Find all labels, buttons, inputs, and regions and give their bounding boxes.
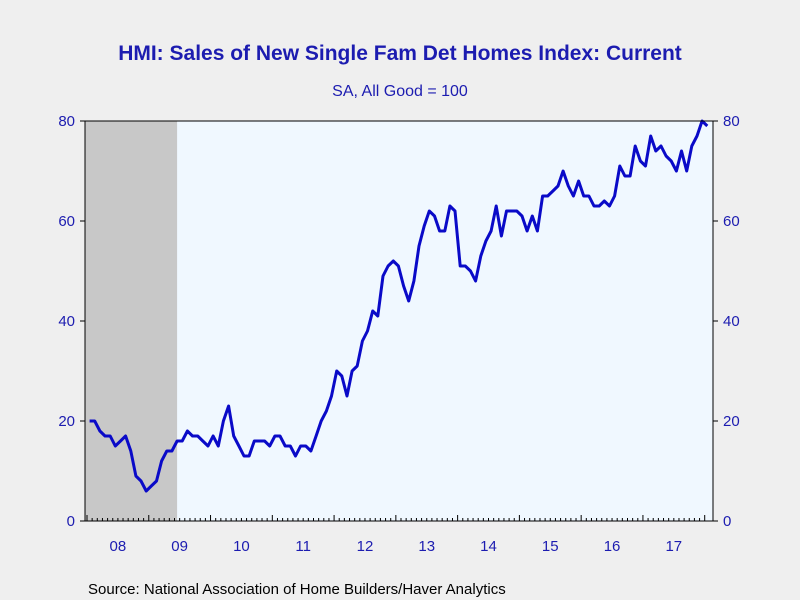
x-tick-label: 12 (357, 538, 374, 555)
y-tick-label-left: 20 (58, 413, 75, 430)
series-line (89, 119, 709, 493)
plot-area (84, 120, 714, 522)
y-tick-label-left: 0 (67, 513, 75, 530)
y-tick-label-right: 80 (723, 113, 740, 130)
x-tick-label: 17 (665, 538, 682, 555)
x-tick-label: 08 (110, 538, 127, 555)
x-tick-label: 09 (171, 538, 188, 555)
y-tick-label-right: 40 (723, 313, 740, 330)
x-tick-label: 11 (295, 538, 311, 555)
plot-frame (84, 120, 714, 522)
x-tick-label: 13 (418, 538, 435, 555)
y-tick-label-left: 80 (58, 113, 75, 130)
y-tick-label-left: 40 (58, 313, 75, 330)
chart-subtitle: SA, All Good = 100 (332, 83, 468, 100)
y-tick-label-right: 60 (723, 213, 740, 230)
y-tick-label-left: 60 (58, 213, 75, 230)
chart-title: HMI: Sales of New Single Fam Det Homes I… (118, 42, 682, 65)
x-tick-label: 14 (480, 538, 497, 555)
x-tick-label: 16 (604, 538, 621, 555)
source-note: Source: National Association of Home Bui… (88, 581, 506, 598)
y-tick-label-right: 20 (723, 413, 740, 430)
x-tick-label: 10 (233, 538, 250, 555)
x-tick-label: 15 (542, 538, 559, 555)
y-tick-label-right: 0 (723, 513, 731, 530)
